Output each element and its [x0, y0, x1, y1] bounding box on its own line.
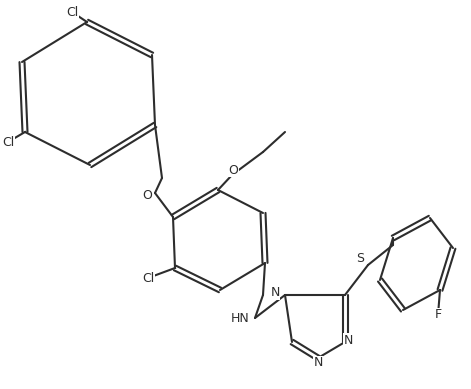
Text: HN: HN	[231, 312, 249, 324]
Text: S: S	[356, 252, 364, 265]
Text: Cl: Cl	[2, 135, 14, 149]
Text: O: O	[228, 163, 238, 177]
Text: N: N	[270, 287, 280, 300]
Text: O: O	[142, 189, 152, 202]
Text: F: F	[434, 308, 442, 321]
Text: Cl: Cl	[142, 272, 154, 284]
Text: N: N	[343, 333, 353, 347]
Text: N: N	[313, 356, 323, 370]
Text: Cl: Cl	[66, 5, 78, 19]
